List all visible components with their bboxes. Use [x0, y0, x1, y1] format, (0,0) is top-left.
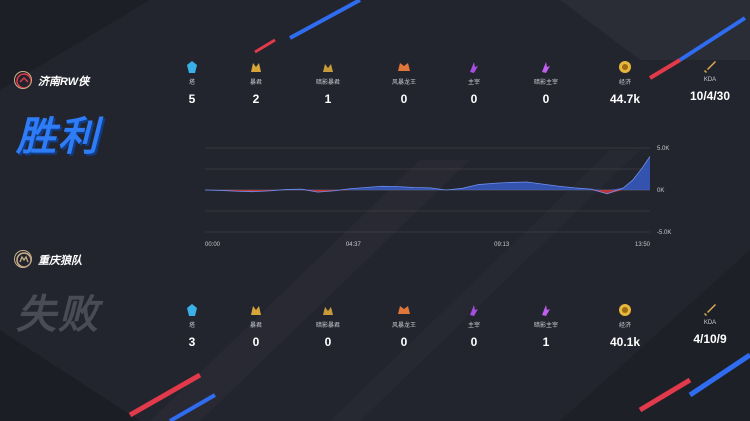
gold-icon — [619, 304, 631, 316]
loser-shadow-overlord-value: 1 — [542, 335, 550, 349]
winner-tower-value: 5 — [188, 92, 196, 106]
winner-stat-shadow-overlord: 暗影主宰 0 — [516, 60, 576, 106]
loser-stat-shadow-overlord: 暗影主宰 1 — [516, 303, 576, 349]
loser-stat-overlord: 主宰 0 — [444, 303, 504, 349]
storm-dragon-icon — [398, 306, 410, 314]
loser-stat-storm-dragon: 风暴龙王 0 — [374, 303, 434, 349]
loser-tower-value: 3 — [188, 335, 196, 349]
winner-stat-tyrant: 暴君 2 — [226, 60, 286, 106]
chart-area-loser-advantage — [205, 190, 650, 194]
winner-stat-gold: 经济 44.7k — [595, 60, 655, 106]
loser-team-name: 重庆狼队 — [38, 255, 82, 267]
loser-result-label: 失败 — [16, 293, 100, 337]
chart-x-tick-label: 09:13 — [494, 242, 510, 248]
loser-shadow-tyrant-value: 0 — [324, 335, 332, 349]
chart-y-tick-label: 5.0K — [657, 146, 669, 152]
shadow-overlord-icon — [542, 305, 550, 316]
winner-stat-shadow-tyrant: 暗影暴君 1 — [298, 60, 358, 106]
loser-overlord-value: 0 — [470, 335, 478, 349]
winner-team-logo-icon — [14, 71, 32, 89]
tyrant-icon — [251, 63, 261, 72]
winner-stat-tower: 塔 5 — [162, 60, 222, 106]
gold-advantage-chart-svg: 5.0K 0K -5.0K 00:00 04:37 09:13 13:50 — [204, 146, 671, 248]
winner-gold-value: 44.7k — [609, 92, 641, 106]
winner-shadow-overlord-value: 0 — [542, 92, 550, 106]
loser-tyrant-value: 0 — [252, 335, 260, 349]
loser-stat-shadow-tyrant: 暗影暴君 0 — [298, 303, 358, 349]
tower-icon — [187, 304, 197, 316]
loser-stat-kda: KDA 4/10/9 — [680, 303, 740, 346]
gold-advantage-chart: 5.0K 0K -5.0K 00:00 04:37 09:13 13:50 — [195, 140, 685, 250]
chart-y-tick-label: -5.0K — [657, 230, 671, 236]
tyrant-icon — [251, 306, 261, 315]
overlord-icon — [470, 62, 478, 73]
chart-x-tick-label: 13:50 — [635, 242, 651, 248]
winner-kda-value: 10/4/30 — [689, 89, 731, 103]
chart-y-tick-label: 0K — [657, 188, 664, 194]
loser-storm-dragon-value: 0 — [400, 335, 408, 349]
chart-series-line — [204, 156, 651, 195]
winner-stat-overlord: 主宰 0 — [444, 60, 504, 106]
loser-kda-value: 4/10/9 — [693, 332, 727, 346]
winner-overlord-value: 0 — [470, 92, 478, 106]
winner-stat-storm-dragon: 风暴龙王 0 — [374, 60, 434, 106]
winner-team-name: 济南RW侠 — [38, 76, 90, 88]
winner-result-label: 胜利 — [16, 115, 100, 159]
chart-area-winner-advantage — [205, 156, 650, 190]
loser-team-logo-icon — [14, 250, 32, 268]
winner-tyrant-value: 2 — [252, 92, 260, 106]
kda-sword-icon — [704, 304, 716, 316]
chart-x-tick-label: 04:37 — [346, 242, 362, 248]
winner-stat-kda: KDA 10/4/30 — [680, 60, 740, 103]
gold-icon — [619, 61, 631, 73]
shadow-tyrant-icon — [323, 64, 333, 72]
winner-storm-dragon-value: 0 — [400, 92, 408, 106]
loser-stat-tyrant: 暴君 0 — [226, 303, 286, 349]
overlord-icon — [470, 305, 478, 316]
loser-stat-tower: 塔 3 — [162, 303, 222, 349]
storm-dragon-icon — [398, 63, 410, 71]
winner-shadow-tyrant-value: 1 — [324, 92, 332, 106]
shadow-tyrant-icon — [323, 307, 333, 315]
shadow-overlord-icon — [542, 62, 550, 73]
chart-x-tick-label: 00:00 — [205, 242, 221, 248]
tower-icon — [187, 61, 197, 73]
loser-stat-gold: 经济 40.1k — [595, 303, 655, 349]
loser-gold-value: 40.1k — [609, 335, 641, 349]
kda-sword-icon — [704, 61, 716, 73]
